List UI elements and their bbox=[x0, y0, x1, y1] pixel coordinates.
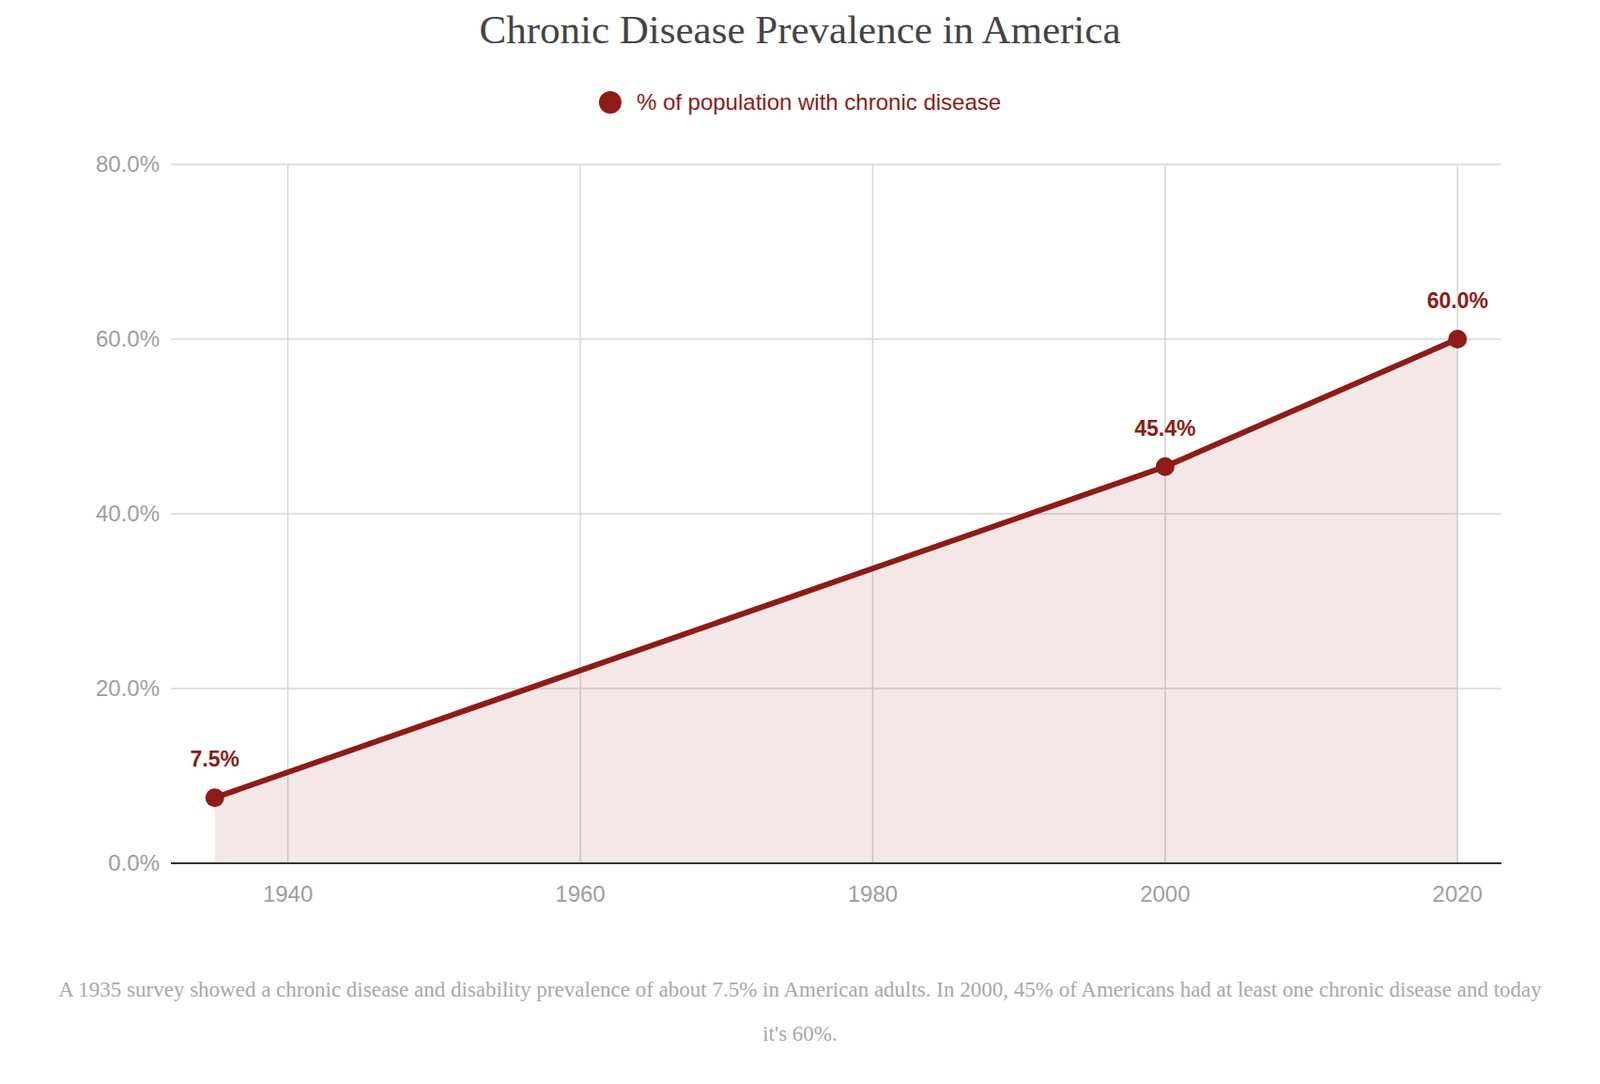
chart-root: Chronic Disease Prevalence in America 0.0… bbox=[0, 0, 1600, 1084]
title: Chronic Disease Prevalence in America bbox=[479, 7, 1122, 52]
point bbox=[1447, 329, 1467, 349]
y-grid-line bbox=[170, 861, 1502, 864]
x-tick-label: 2020 bbox=[1432, 880, 1483, 907]
y-tick-label: 60.0% bbox=[95, 325, 160, 352]
y-tick-label: 20.0% bbox=[95, 675, 160, 701]
y-tick-label: 40.0% bbox=[95, 500, 160, 526]
x-tick-label: 1980 bbox=[847, 880, 898, 907]
grid bbox=[170, 164, 1502, 863]
legend-marker bbox=[599, 91, 622, 114]
plot-area bbox=[205, 329, 1468, 863]
data-label: 45.4% bbox=[1134, 415, 1196, 441]
y-grid-line bbox=[170, 338, 1502, 340]
data-label: 60.0% bbox=[1427, 288, 1489, 313]
x-tick-label: 1960 bbox=[554, 880, 605, 907]
series-line bbox=[215, 338, 1459, 798]
point bbox=[1155, 457, 1175, 477]
y-grid-line bbox=[170, 163, 1502, 166]
data-label: 7.5% bbox=[189, 746, 239, 771]
x-axis-line bbox=[170, 861, 1502, 864]
y-tick-label: 80.0% bbox=[95, 151, 160, 177]
x-tick-label: 1940 bbox=[262, 880, 313, 907]
x-grid-line bbox=[287, 164, 290, 863]
caption: A 1935 survey showed a chronic disease a… bbox=[48, 967, 1552, 1056]
y-tick-label: 0.0% bbox=[107, 849, 160, 876]
legend: % of population with chronic disease bbox=[599, 89, 1001, 115]
legend-label: % of population with chronic disease bbox=[636, 89, 1001, 115]
data-labels: 7.5% 45.4% 60.0% bbox=[189, 288, 1488, 771]
x-tick-label: 2000 bbox=[1139, 880, 1190, 907]
area-fill bbox=[215, 338, 1459, 863]
point bbox=[205, 787, 225, 807]
